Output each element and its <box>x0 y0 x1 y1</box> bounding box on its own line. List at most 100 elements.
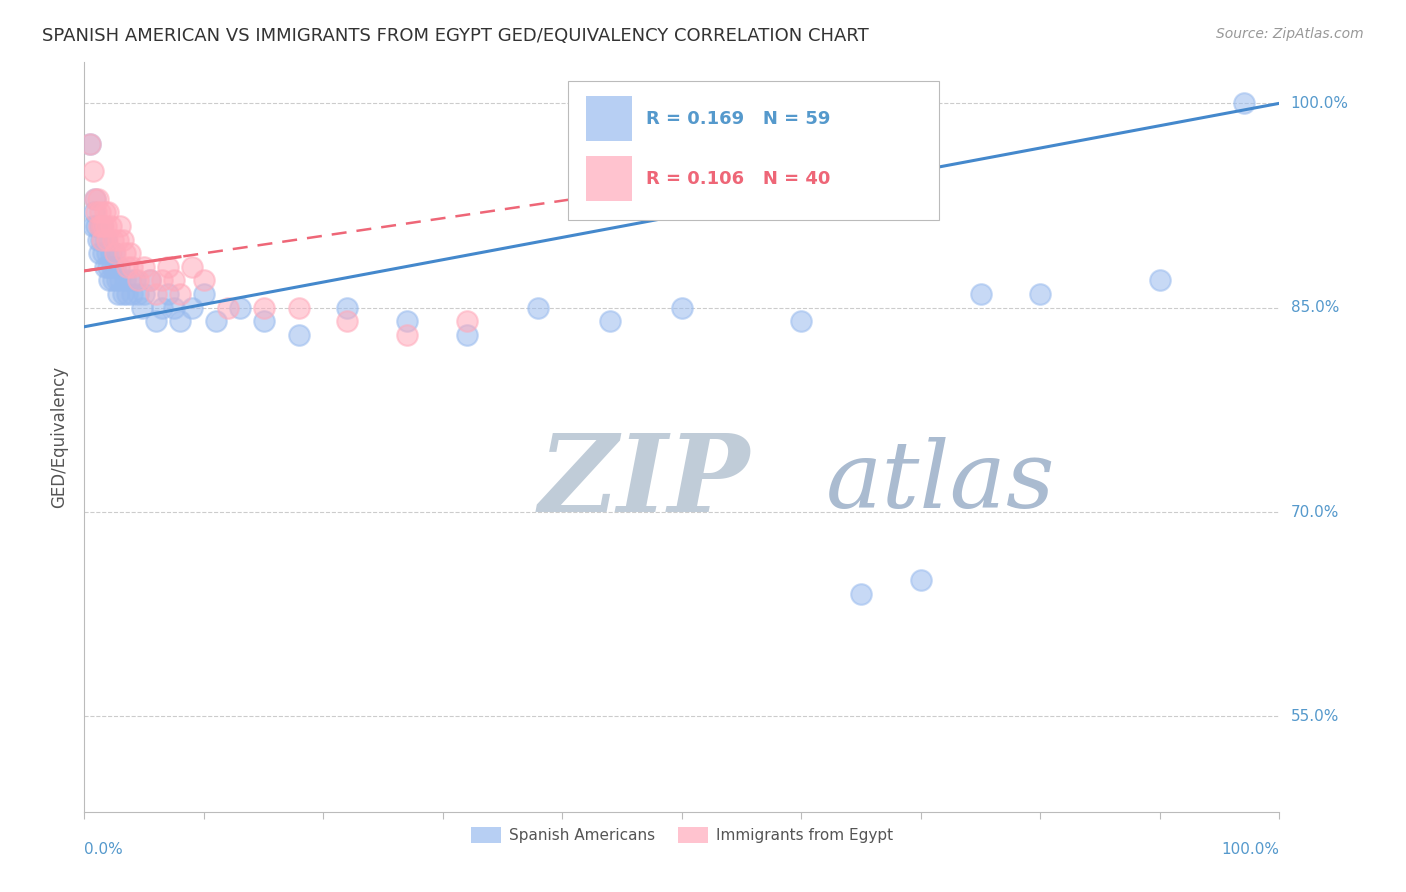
Point <box>456 327 478 342</box>
Point <box>253 314 276 328</box>
Point <box>100 246 122 260</box>
Point <box>150 273 173 287</box>
Point <box>336 301 359 315</box>
Point <box>110 219 132 233</box>
Point <box>87 246 110 260</box>
Point <box>89 205 111 219</box>
Text: R = 0.169   N = 59: R = 0.169 N = 59 <box>647 110 831 128</box>
Point <box>145 287 167 301</box>
Point <box>1149 273 1171 287</box>
Point <box>114 246 136 260</box>
Point <box>86 219 108 233</box>
Text: 55.0%: 55.0% <box>1291 709 1339 723</box>
Point <box>91 219 114 233</box>
Text: atlas: atlas <box>825 437 1054 527</box>
Point <box>114 273 136 287</box>
Point <box>101 260 124 274</box>
Point <box>96 233 118 247</box>
Text: ZIP: ZIP <box>538 429 749 535</box>
Point <box>288 327 311 342</box>
Point <box>111 233 134 247</box>
Point <box>98 273 121 287</box>
Point <box>93 205 115 219</box>
Point <box>82 219 104 233</box>
Point <box>79 137 101 152</box>
Point <box>94 219 117 233</box>
Point <box>93 260 115 274</box>
Point <box>671 301 693 315</box>
Point <box>1029 287 1052 301</box>
Point <box>111 287 134 301</box>
Point <box>205 314 228 328</box>
Point <box>157 260 180 274</box>
Point <box>181 260 204 274</box>
Point <box>97 205 120 219</box>
Point <box>101 273 124 287</box>
Point <box>84 192 107 206</box>
Point <box>456 314 478 328</box>
Point <box>86 233 108 247</box>
Point <box>181 301 204 315</box>
Point <box>127 273 149 287</box>
Point <box>94 233 117 247</box>
Point <box>336 314 359 328</box>
Point <box>169 287 191 301</box>
Point <box>124 273 146 287</box>
Point <box>90 233 112 247</box>
Point <box>96 246 118 260</box>
Point <box>105 273 128 287</box>
Point <box>163 301 186 315</box>
Text: 100.0%: 100.0% <box>1291 95 1348 111</box>
Point <box>139 273 162 287</box>
Y-axis label: GED/Equivalency: GED/Equivalency <box>51 366 69 508</box>
Point <box>527 301 550 315</box>
Text: SPANISH AMERICAN VS IMMIGRANTS FROM EGYPT GED/EQUIVALENCY CORRELATION CHART: SPANISH AMERICAN VS IMMIGRANTS FROM EGYP… <box>42 27 869 45</box>
Text: Source: ZipAtlas.com: Source: ZipAtlas.com <box>1216 27 1364 41</box>
Point <box>970 287 993 301</box>
Point <box>84 192 107 206</box>
Point <box>107 233 129 247</box>
Point <box>253 301 276 315</box>
Point <box>110 273 132 287</box>
Point <box>97 260 120 274</box>
Point <box>103 246 125 260</box>
Text: 0.0%: 0.0% <box>84 842 124 857</box>
Point <box>117 260 139 274</box>
Point <box>104 246 127 260</box>
Point <box>93 246 115 260</box>
Point <box>599 314 621 328</box>
Point <box>163 273 186 287</box>
Point <box>90 219 112 233</box>
FancyBboxPatch shape <box>586 96 631 141</box>
Point <box>100 219 122 233</box>
FancyBboxPatch shape <box>586 156 631 201</box>
Point <box>1233 96 1256 111</box>
Text: 85.0%: 85.0% <box>1291 301 1339 315</box>
Point <box>396 314 419 328</box>
Point <box>118 273 141 287</box>
Point <box>131 301 153 315</box>
Point <box>89 219 111 233</box>
Point <box>121 260 143 274</box>
Point <box>127 287 149 301</box>
Point <box>145 314 167 328</box>
Point <box>132 287 156 301</box>
Point <box>118 246 141 260</box>
Point <box>83 205 105 219</box>
Point <box>790 314 813 328</box>
Point <box>288 301 311 315</box>
Point <box>107 287 129 301</box>
Point <box>87 219 110 233</box>
Point <box>169 314 191 328</box>
Point <box>910 573 932 587</box>
Point <box>229 301 252 315</box>
Point <box>79 137 101 152</box>
Point <box>108 260 131 274</box>
FancyBboxPatch shape <box>568 81 939 219</box>
Point <box>93 219 115 233</box>
Point <box>139 273 162 287</box>
Point <box>193 273 215 287</box>
Text: 100.0%: 100.0% <box>1222 842 1279 857</box>
Point <box>150 301 173 315</box>
Point <box>86 205 108 219</box>
